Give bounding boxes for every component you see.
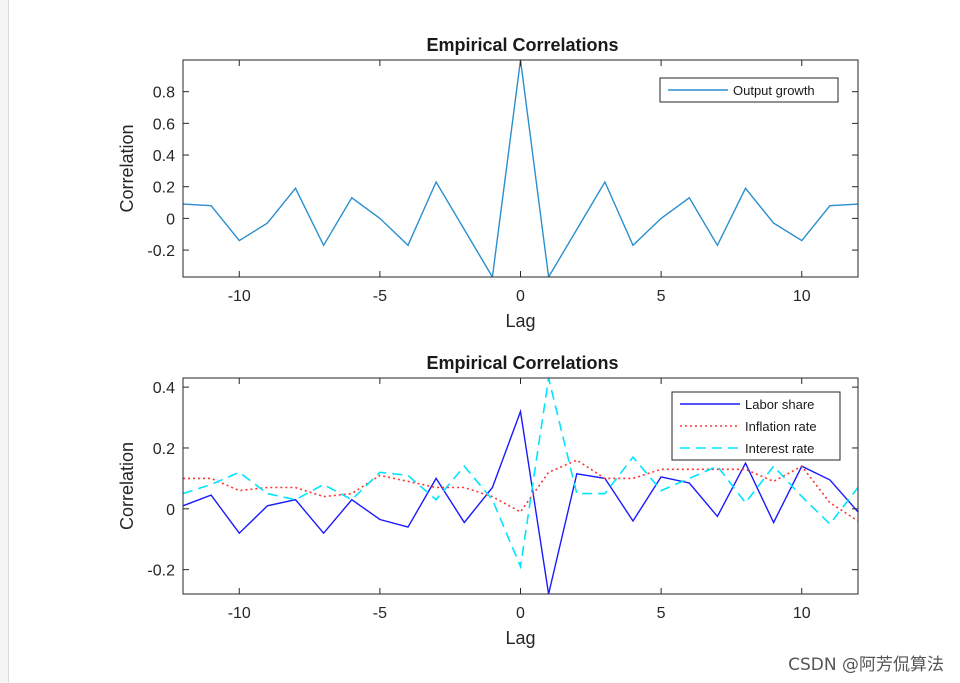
series-line-interest-rate xyxy=(183,378,858,570)
x-tick-label: 10 xyxy=(793,288,811,305)
series-line-labor-share xyxy=(183,408,858,594)
y-tick-label: 0 xyxy=(166,502,175,519)
chart-title: Empirical Correlations xyxy=(426,353,618,373)
y-tick-label: 0.4 xyxy=(153,148,175,165)
chart-title: Empirical Correlations xyxy=(426,35,618,55)
series-line-inflation-rate xyxy=(183,459,858,522)
y-tick-label: 0.6 xyxy=(153,116,175,133)
y-tick-label: -0.2 xyxy=(147,243,175,260)
legend-label: Labor share xyxy=(745,397,814,412)
x-tick-label: 10 xyxy=(793,605,811,622)
legend: Output growth xyxy=(659,77,839,103)
y-tick-label: -0.2 xyxy=(147,563,175,580)
y-axis-label: Correlation xyxy=(117,442,137,530)
series-line-output-growth xyxy=(183,60,858,277)
x-tick-label: 0 xyxy=(516,288,525,305)
y-axis-label: Correlation xyxy=(117,124,137,212)
y-tick-label: 0.2 xyxy=(153,441,175,458)
y-tick-label: 0 xyxy=(166,211,175,228)
y-tick-label: 0.8 xyxy=(153,85,175,102)
y-tick-label: 0.2 xyxy=(153,180,175,197)
x-tick-label: 5 xyxy=(657,288,666,305)
y-tick-label: 0.4 xyxy=(153,380,175,397)
legend-label: Inflation rate xyxy=(745,419,817,434)
legend: Labor share Inflation rate Interest rate xyxy=(671,391,841,461)
x-tick-label: -10 xyxy=(228,605,251,622)
chart-2: -10 -5 0 5 10 -0.2 0 0.2 0.4 Empirical Correlatio… xyxy=(117,353,859,648)
legend-label: Output growth xyxy=(733,83,815,98)
x-axis-label: Lag xyxy=(505,311,535,331)
legend-label: Interest rate xyxy=(745,441,814,456)
x-axis-label: Lag xyxy=(505,628,535,648)
x-tick-label: -5 xyxy=(373,288,387,305)
x-tick-label: 0 xyxy=(516,605,525,622)
page-left-border xyxy=(0,0,9,683)
x-tick-label: 5 xyxy=(657,605,666,622)
watermark: CSDN @阿芳侃算法 xyxy=(788,655,944,675)
chart-1: -10 -5 0 5 10 -0.2 0 0.2 0.4 0.6 0.8 Empirical Corr… xyxy=(117,35,859,331)
x-tick-label: -10 xyxy=(228,288,251,305)
x-tick-label: -5 xyxy=(373,605,387,622)
